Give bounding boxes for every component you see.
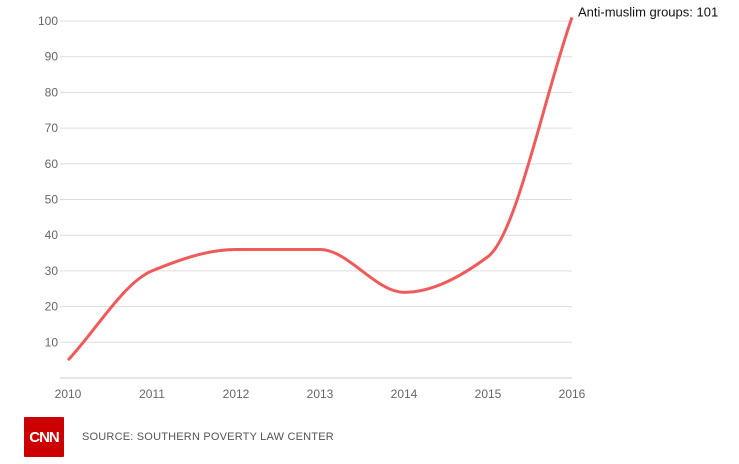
y-tick-label: 30	[45, 264, 59, 278]
x-tick-label: 2016	[559, 387, 586, 401]
y-tick-label: 40	[45, 228, 59, 242]
x-tick-label: 2015	[475, 387, 502, 401]
series-line-anti-muslim-groups	[66, 16, 574, 362]
x-tick-label: 2010	[55, 387, 82, 401]
x-tick-label: 2012	[223, 387, 250, 401]
y-tick-label: 10	[45, 335, 59, 349]
annotation-label: Anti-muslim groups: 101	[578, 4, 718, 19]
gridlines	[60, 20, 572, 379]
y-tick-label: 100	[38, 14, 58, 28]
y-tick-label: 20	[45, 300, 59, 314]
source-note: SOURCE: SOUTHERN POVERTY LAW CENTER	[82, 431, 334, 443]
x-tick-label: 2014	[391, 387, 418, 401]
x-tick-label: 2013	[307, 387, 334, 401]
x-tick-label: 2011	[139, 387, 165, 401]
cnn-logo: CNN	[24, 417, 64, 457]
y-tick-label: 90	[45, 50, 59, 64]
y-tick-label: 60	[45, 157, 59, 171]
y-tick-label: 70	[45, 121, 59, 135]
footer: CNN SOURCE: SOUTHERN POVERTY LAW CENTER	[24, 417, 334, 457]
y-tick-label: 80	[45, 85, 59, 99]
y-axis-ticks: 10 20 30 40 50 60 70 80 90 100	[38, 14, 58, 349]
x-axis-ticks: 2010 2011 2012 2013 2014 2015 2016	[55, 387, 586, 401]
y-tick-label: 50	[45, 193, 59, 207]
